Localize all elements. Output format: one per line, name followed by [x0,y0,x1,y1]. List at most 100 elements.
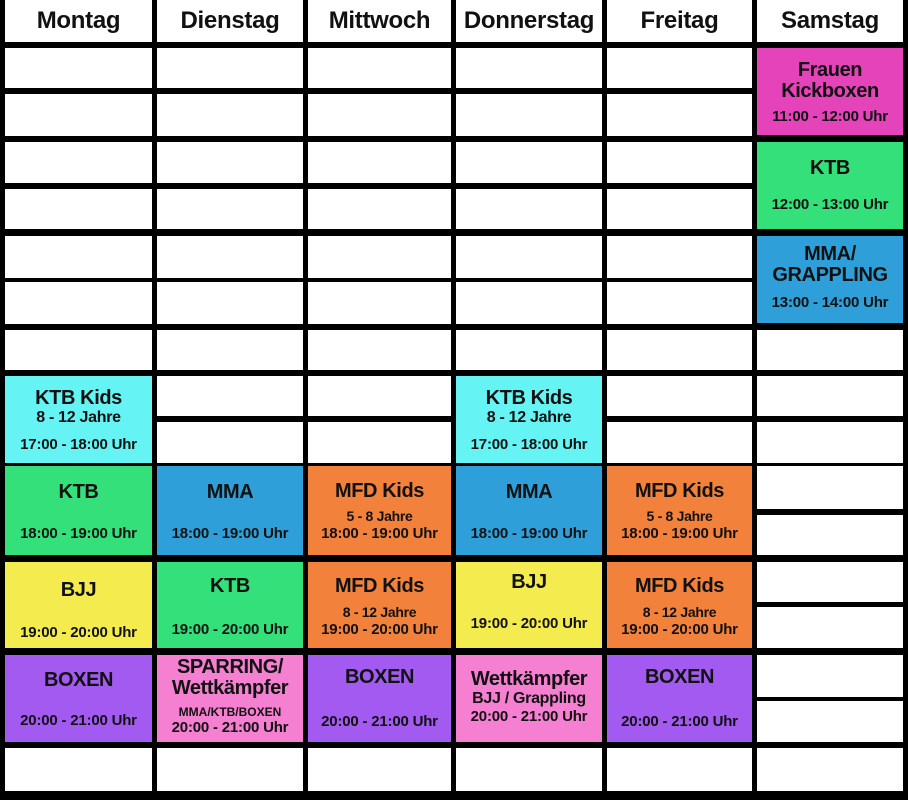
empty-cell [757,515,903,555]
empty-cell [308,94,451,136]
class-ktb: KTB 18:00 - 19:00 Uhr [5,466,152,555]
class-time: 18:00 - 19:00 Uhr [470,525,588,542]
header-samstag: Samstag [757,0,903,42]
class-title: KTB [210,575,250,597]
class-bjj: BJJ 19:00 - 20:00 Uhr [456,562,602,648]
class-time: 19:00 - 20:00 Uhr [621,621,738,638]
class-age: 8 - 12 Jahre [36,409,121,426]
class-title: MFD Kids [634,480,725,502]
empty-cell [607,48,752,88]
class-boxen: BOXEN 20:00 - 21:00 Uhr [5,655,152,742]
class-time: 20:00 - 21:00 Uhr [171,719,289,736]
class-time: 20:00 - 21:00 Uhr [470,708,588,725]
class-title: SPARRING/ Wettkämpfer [171,657,289,699]
empty-cell [5,48,152,88]
class-time: 20:00 - 21:00 Uhr [20,712,137,729]
class-title-line1: MMA/ [804,243,856,265]
header-mittwoch: Mittwoch [308,0,451,42]
class-title-line2: GRAPPLING [772,264,888,286]
class-title: MMA/ GRAPPLING [772,243,888,286]
class-mma: MMA 18:00 - 19:00 Uhr [456,466,602,555]
empty-cell [157,236,303,278]
empty-cell [456,748,602,791]
class-title: MMA [206,481,254,503]
class-bjj: BJJ 19:00 - 20:00 Uhr [5,562,152,648]
class-boxen: BOXEN 20:00 - 21:00 Uhr [308,655,451,742]
class-title: KTB [58,481,99,503]
empty-cell [607,189,752,229]
class-title-line2: Kickboxen [781,80,879,102]
class-title-text: KTB Kids [35,387,122,409]
empty-cell [157,189,303,229]
empty-cell [157,94,303,136]
class-time: 18:00 - 19:00 Uhr [621,525,738,542]
empty-cell [607,748,752,791]
class-note: MMA/KTB/BOXEN [178,705,282,719]
empty-cell [757,655,903,697]
class-time: 20:00 - 21:00 Uhr [621,713,738,730]
empty-cell [157,330,303,370]
class-time: 18:00 - 19:00 Uhr [321,525,438,542]
empty-cell [5,142,152,183]
class-title-text: KTB Kids [485,387,573,409]
class-time: 17:00 - 18:00 Uhr [20,436,137,453]
empty-cell [607,282,752,324]
empty-cell [157,142,303,183]
class-ktb: KTB 19:00 - 20:00 Uhr [157,562,303,648]
class-title: BJJ [60,579,97,601]
header-donnerstag: Donnerstag [456,0,602,42]
class-age: 8 - 12 Jahre [642,604,717,620]
class-ktb: KTB 12:00 - 13:00 Uhr [757,142,903,229]
empty-cell [308,376,451,416]
empty-cell [456,282,602,324]
class-title: KTB Kids 8 - 12 Jahre [486,388,573,427]
empty-cell [607,142,752,183]
class-time: 11:00 - 12:00 Uhr [772,108,888,125]
class-title: MMA [505,481,553,503]
class-time: 20:00 - 21:00 Uhr [321,713,438,730]
empty-cell [157,422,303,463]
class-title: BOXEN [644,666,715,688]
empty-cell [757,466,903,509]
class-title: BOXEN [43,669,114,691]
empty-cell [456,142,602,183]
class-boxen: BOXEN 20:00 - 21:00 Uhr [607,655,752,742]
class-title: BOXEN [344,666,415,688]
empty-cell [5,282,152,324]
class-details: 8 - 12 Jahre 19:00 - 20:00 Uhr [621,604,738,639]
empty-cell [607,236,752,278]
class-ktb-kids: KTB Kids 8 - 12 Jahre 17:00 - 18:00 Uhr [456,376,602,463]
class-time: 19:00 - 20:00 Uhr [20,624,137,641]
empty-cell [5,189,152,229]
empty-cell [157,376,303,416]
empty-cell [308,282,451,324]
empty-cell [157,282,303,324]
class-time: 17:00 - 18:00 Uhr [470,436,588,453]
empty-cell [308,330,451,370]
empty-cell [5,94,152,136]
class-time: 18:00 - 19:00 Uhr [171,525,289,542]
empty-cell [757,376,903,416]
empty-cell [157,48,303,88]
class-ktb-kids: KTB Kids 8 - 12 Jahre 17:00 - 18:00 Uhr [5,376,152,463]
class-title-line2: Wettkämpfer [171,677,289,699]
class-title: Frauen Kickboxen [781,60,879,102]
empty-cell [456,236,602,278]
empty-cell [5,330,152,370]
empty-cell [308,422,451,463]
class-mfd-kids: MFD Kids 5 - 8 Jahre 18:00 - 19:00 Uhr [308,466,451,555]
empty-cell [607,330,752,370]
empty-cell [157,748,303,791]
class-age: 8 - 12 Jahre [342,604,417,620]
class-time: 18:00 - 19:00 Uhr [20,525,137,542]
class-time: 19:00 - 20:00 Uhr [171,621,289,638]
empty-cell [456,48,602,88]
empty-cell [456,189,602,229]
empty-cell [308,48,451,88]
class-title: MFD Kids [334,480,425,502]
class-title-line1: Frauen [797,59,863,81]
class-subtitle: BJJ / Grappling [472,690,586,707]
class-details: 8 - 12 Jahre 19:00 - 20:00 Uhr [321,604,438,639]
empty-cell [607,94,752,136]
empty-cell [456,330,602,370]
